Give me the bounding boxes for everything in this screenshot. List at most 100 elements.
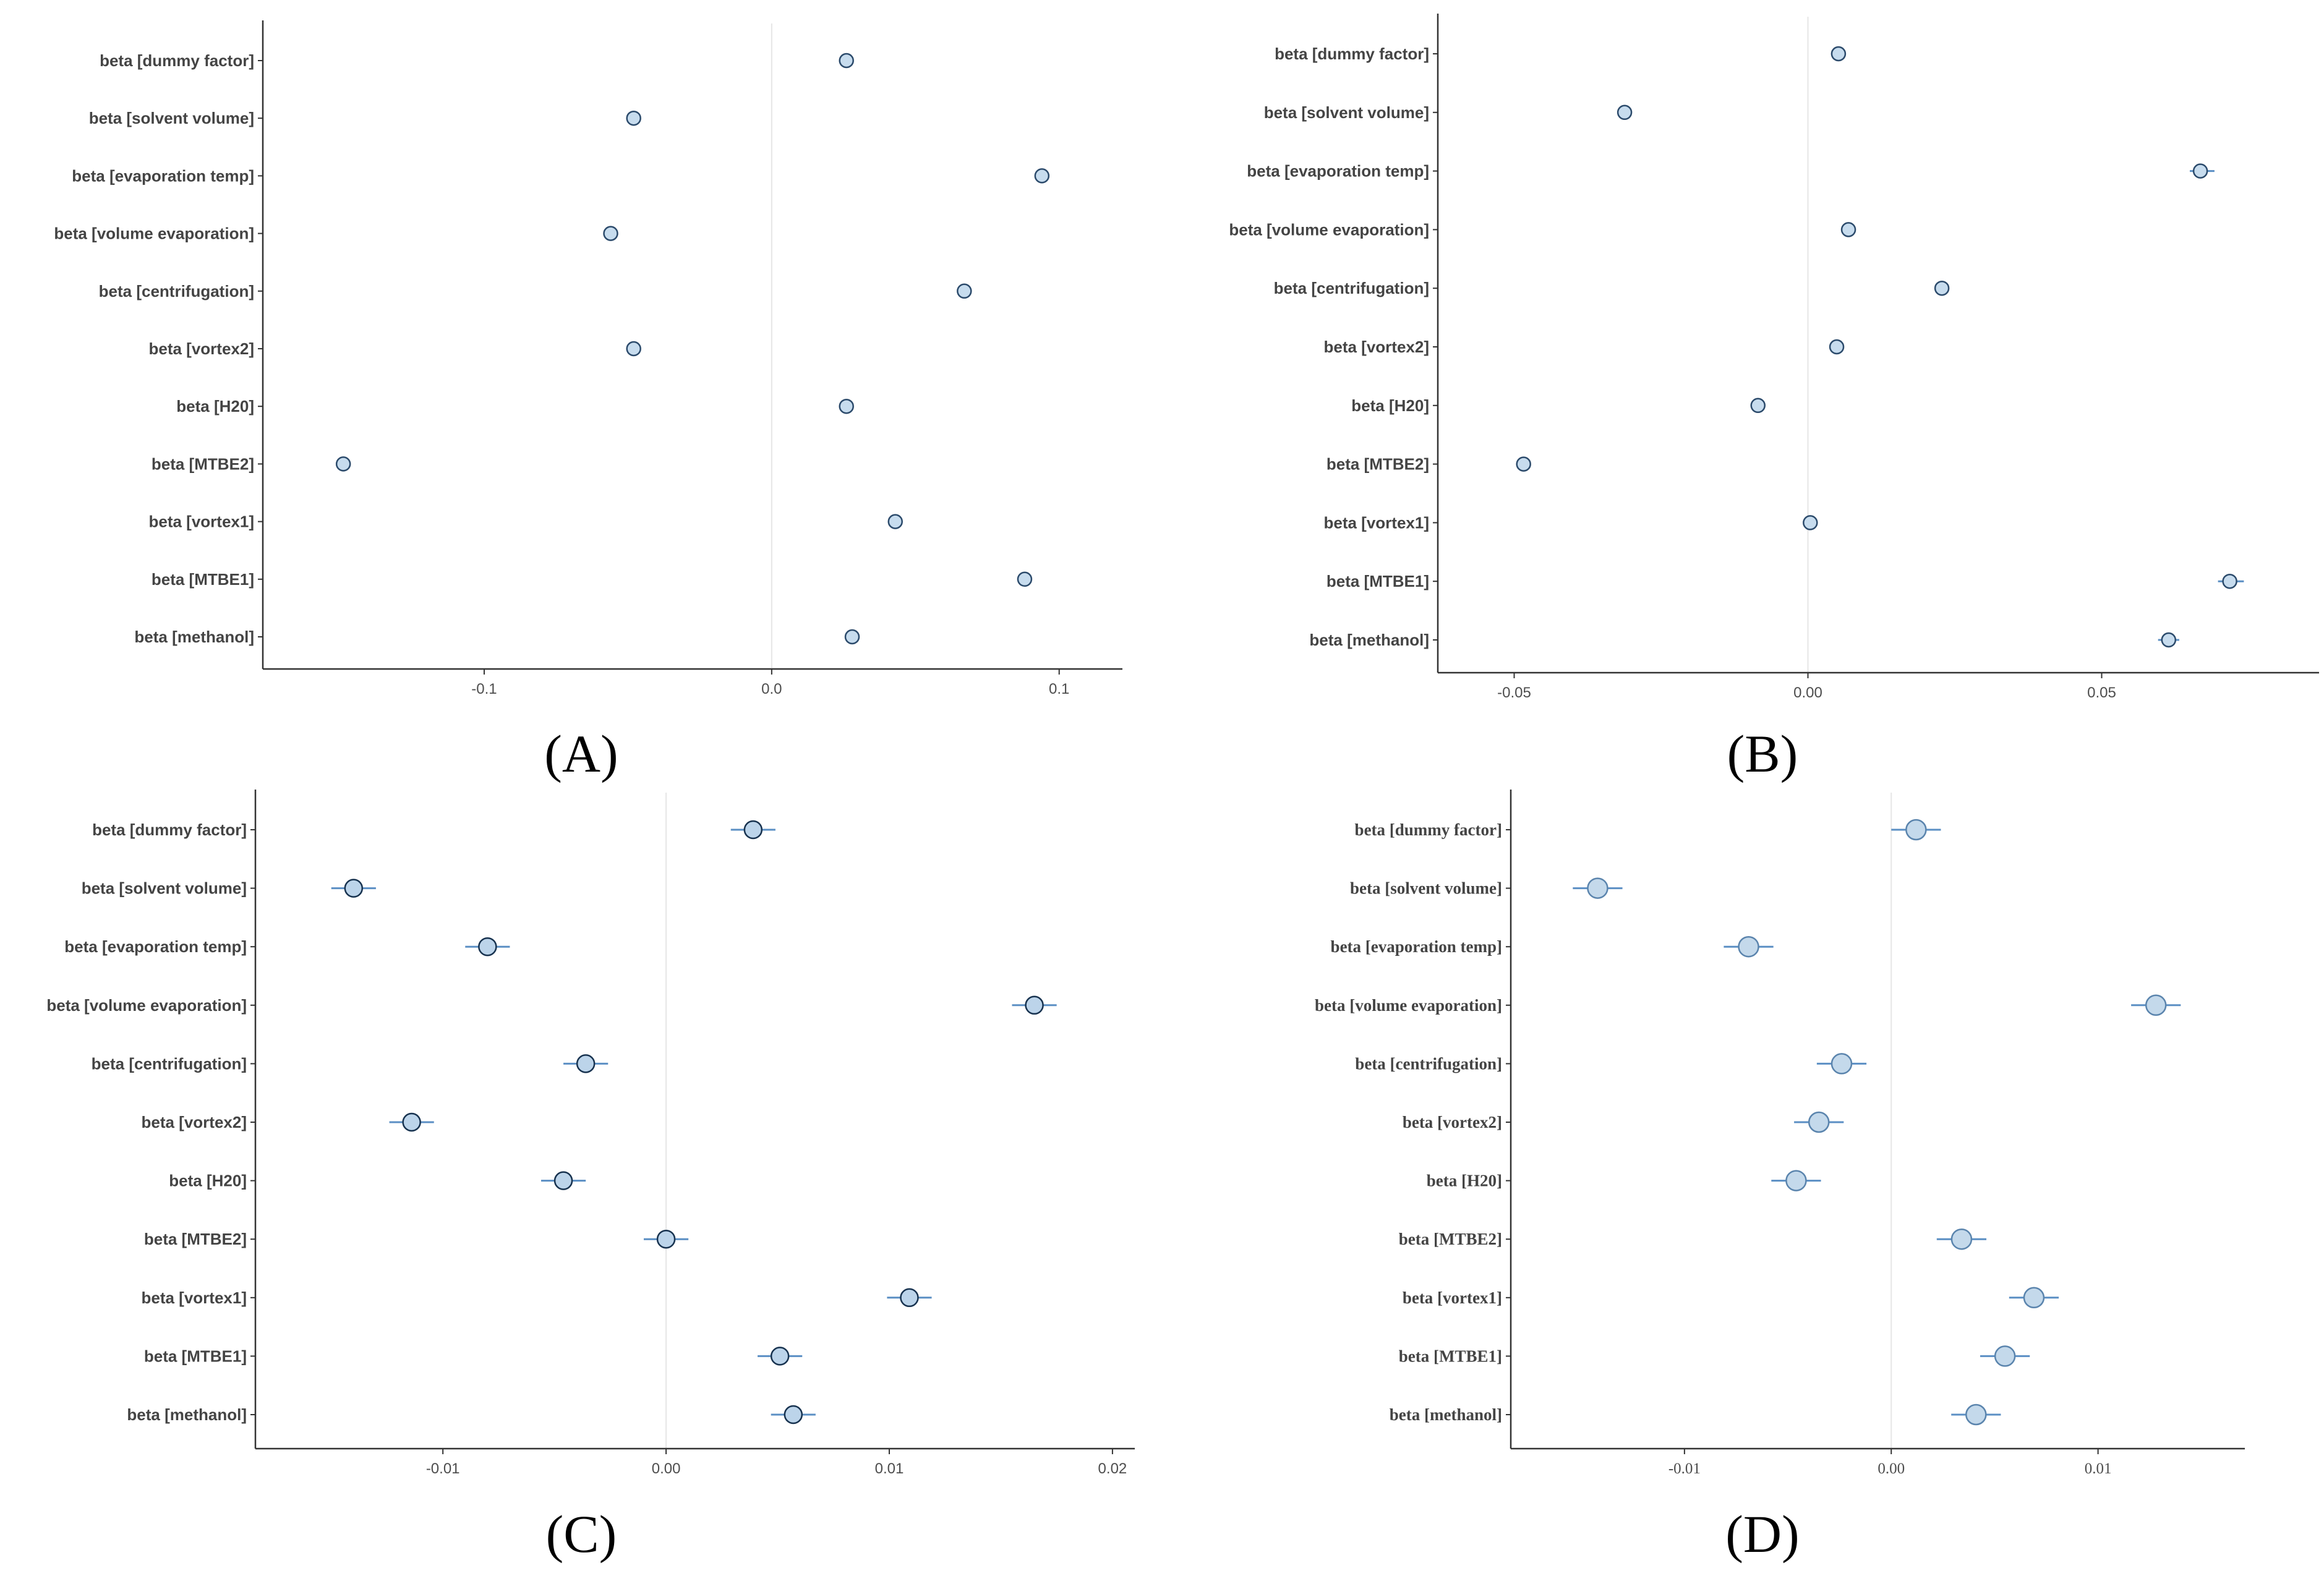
panel-letter-b: (B) <box>1727 724 1798 783</box>
panel-c-category-label: beta [solvent volume] <box>82 879 247 898</box>
panel-a-point <box>1034 168 1050 184</box>
panel-d-point <box>1905 819 1927 841</box>
panel-b-point <box>1829 339 1845 355</box>
panel-a-point <box>603 226 618 241</box>
panel-a-category-label: beta [evaporation temp] <box>72 166 254 185</box>
panel-d-point <box>1965 1403 1987 1426</box>
panel-b-category-label: beta [methanol] <box>1309 631 1429 649</box>
panel-d-category-label: beta [evaporation temp] <box>1331 937 1502 956</box>
panel-a-point <box>335 456 351 472</box>
panel-d-point <box>1785 1170 1807 1191</box>
panel-b-category-label: beta [vortex2] <box>1324 338 1430 356</box>
panel-c-category-label: beta [MTBE2] <box>144 1230 247 1248</box>
panel-d-point <box>1831 1053 1853 1075</box>
panel-d-category-label: beta [dummy factor] <box>1355 820 1502 839</box>
panel-a-point <box>957 283 972 299</box>
panel-c-point <box>900 1288 919 1308</box>
panel-c-x-tick-label: -0.01 <box>426 1460 460 1477</box>
panel-a-category-label: beta [solvent volume] <box>89 109 254 127</box>
panel-a-x-tick-label: 0.1 <box>1049 681 1069 697</box>
panel-a-category-label: beta [vortex1] <box>149 513 255 531</box>
panel-a-point <box>626 110 641 126</box>
panel-a-point <box>887 514 903 529</box>
panel-b-category-label: beta [evaporation temp] <box>1247 162 1429 181</box>
panel-d-x-tick-label: -0.01 <box>1668 1460 1701 1477</box>
panel-c-category-label: beta [MTBE1] <box>144 1347 247 1365</box>
panel-c-point <box>553 1171 573 1190</box>
panel-c-x-tick-label: 0.01 <box>875 1460 904 1477</box>
panel-c-category-label: beta [centrifugation] <box>92 1054 247 1073</box>
panel-c-point <box>344 879 364 898</box>
panel-d-x-tick-label: 0.01 <box>2085 1460 2112 1477</box>
panel-c-point <box>784 1405 803 1425</box>
panel-a-category-label: beta [H20] <box>176 397 254 415</box>
panel-b-point <box>1840 222 1856 237</box>
panel-b-point <box>1750 398 1766 414</box>
panel-a: beta [dummy factor] beta [solvent volume]… <box>54 20 1122 697</box>
panel-b-point <box>2192 163 2208 179</box>
panel-d-point <box>1738 935 1759 958</box>
panel-c-category-label: beta [dummy factor] <box>92 820 247 839</box>
panel-b-category-label: beta [centrifugation] <box>1274 279 1429 297</box>
panel-a-category-label: beta [MTBE1] <box>152 570 254 589</box>
panel-d-category-label: beta [centrifugation] <box>1355 1054 1502 1073</box>
panel-c-category-label: beta [vortex1] <box>142 1288 247 1307</box>
panel-b-point <box>1831 46 1847 62</box>
panel-c-category-label: beta [vortex2] <box>142 1113 247 1131</box>
panel-c-point <box>1025 995 1044 1015</box>
panel-a-point <box>844 629 860 645</box>
panel-c-point <box>656 1229 676 1249</box>
panel-b-x-tick-label: 0.00 <box>1793 684 1822 701</box>
panel-b-category-label: beta [volume evaporation] <box>1229 220 1429 239</box>
panel-c-category-label: beta [evaporation temp] <box>64 937 247 956</box>
panel-d-category-label: beta [MTBE2] <box>1399 1230 1502 1248</box>
panel-c-point <box>576 1054 596 1073</box>
panel-b-point <box>2222 573 2237 589</box>
panel-a-category-label: beta [dummy factor] <box>100 51 254 70</box>
panel-a-point <box>839 53 854 69</box>
panel-d-category-label: beta [vortex1] <box>1403 1288 1502 1307</box>
panel-a-category-label: beta [methanol] <box>134 628 254 646</box>
panel-b-category-label: beta [dummy factor] <box>1275 45 1429 63</box>
panel-d-point <box>2023 1287 2045 1309</box>
panel-c-point <box>478 937 497 956</box>
panel-b-category-label: beta [H20] <box>1351 396 1429 415</box>
panel-c-category-label: beta [volume evaporation] <box>46 996 247 1015</box>
panel-a-category-label: beta [vortex2] <box>149 339 255 358</box>
panel-letter-d: (D) <box>1725 1504 1799 1564</box>
panel-b-point <box>1934 280 1950 296</box>
panel-letter-a: (A) <box>544 724 618 783</box>
panel-d-point <box>1950 1228 1973 1250</box>
panel-d-category-label: beta [solvent volume] <box>1350 879 1502 898</box>
panel-a-category-label: beta [volume evaporation] <box>54 224 254 243</box>
panel-a-category-label: beta [MTBE2] <box>152 454 254 473</box>
panel-c-x-tick-label: 0.02 <box>1098 1460 1127 1477</box>
panel-a-point <box>1017 571 1033 587</box>
panel-d-category-label: beta [volume evaporation] <box>1315 996 1502 1015</box>
panel-c-category-label: beta [H20] <box>169 1172 247 1190</box>
panel-a-point <box>626 341 641 357</box>
panel-d-category-label: beta [methanol] <box>1390 1405 1502 1424</box>
panel-d-point <box>1994 1345 2016 1367</box>
panel-c-point <box>402 1112 421 1132</box>
panel-b-category-label: beta [solvent volume] <box>1264 103 1429 122</box>
panel-a-x-tick-label: -0.1 <box>471 681 497 697</box>
panel-b-x-tick-label: 0.05 <box>2087 684 2116 701</box>
panel-c: beta [dummy factor] beta [solvent volume]… <box>46 790 1135 1477</box>
panel-d-category-label: beta [H20] <box>1427 1172 1502 1190</box>
panel-d-point <box>1808 1111 1830 1133</box>
panel-a-x-tick-label: 0.0 <box>761 681 782 697</box>
panel-c-category-label: beta [methanol] <box>127 1405 247 1424</box>
panel-letter-c: (C) <box>546 1504 617 1564</box>
panel-b-point <box>1803 515 1818 530</box>
panel-c-point <box>743 820 763 840</box>
panel-d-x-tick-label: 0.00 <box>1878 1460 1905 1477</box>
panel-a-point <box>839 398 854 414</box>
panel-b-point <box>2161 632 2177 648</box>
panel-c-x-tick-label: 0.00 <box>652 1460 681 1477</box>
panel-d-point <box>1587 877 1608 899</box>
panel-b-point <box>1516 456 1531 472</box>
panel-b-point <box>1617 104 1633 121</box>
panel-b-category-label: beta [MTBE1] <box>1326 572 1429 590</box>
